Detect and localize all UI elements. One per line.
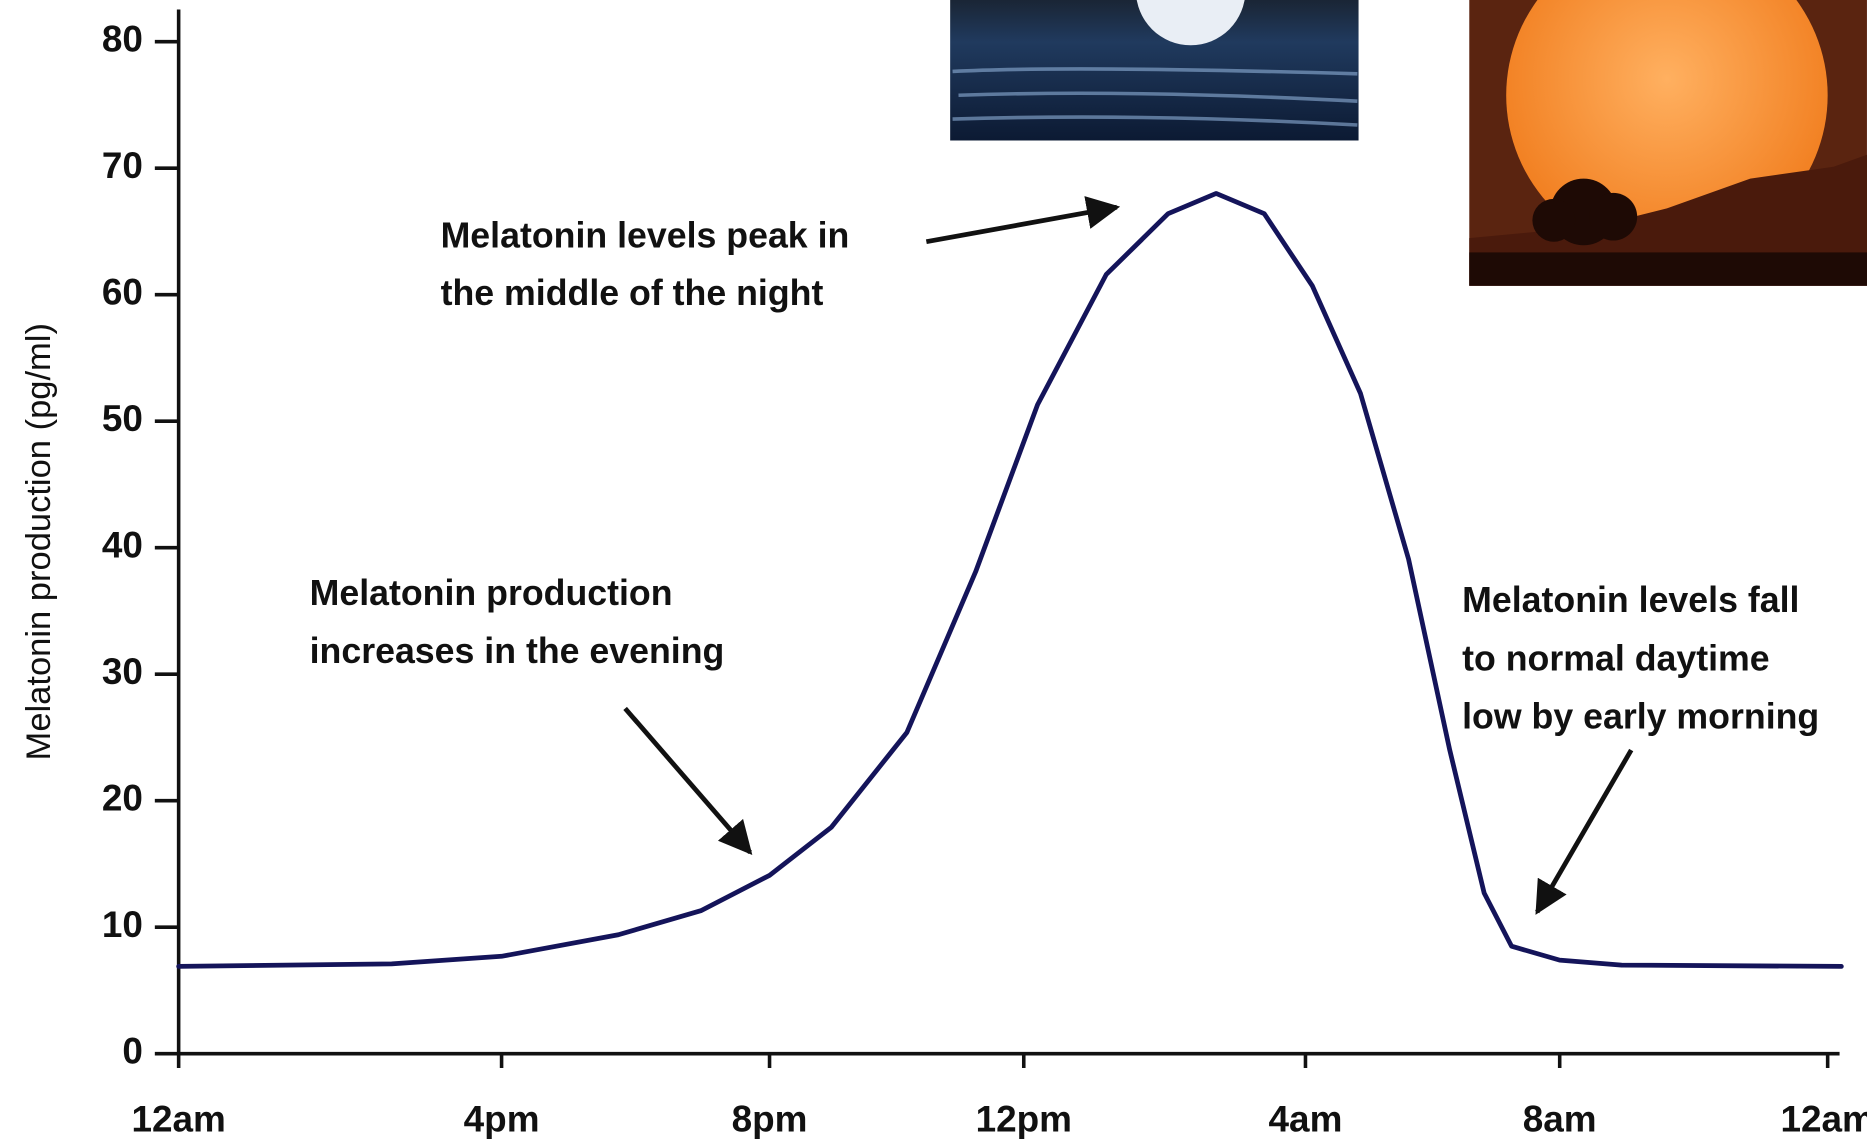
annotation-text: Melatonin levels fall	[1462, 580, 1799, 620]
x-tick-label: 12pm	[976, 1098, 1072, 1139]
annotation-text: Melatonin production	[310, 573, 673, 613]
y-tick-label: 40	[102, 524, 143, 565]
y-tick-label: 70	[102, 145, 143, 186]
annotations: Melatonin levels peak in the middle of t…	[310, 207, 1820, 912]
annotation-text: the middle of the night	[441, 273, 824, 313]
y-tick-label: 0	[122, 1030, 143, 1071]
sunset-photo	[1469, 0, 1867, 286]
x-tick-label: 8pm	[732, 1098, 808, 1139]
x-tick-label: 4am	[1269, 1098, 1343, 1139]
y-tick-label: 60	[102, 271, 143, 312]
x-tick-label: 4pm	[464, 1098, 540, 1139]
annotation-text: Melatonin levels peak in	[441, 216, 850, 256]
y-tick-label: 10	[102, 904, 143, 945]
annotation-text: increases in the evening	[310, 631, 725, 671]
x-tick-label: 12am	[131, 1098, 225, 1139]
x-tick-label: 12am	[1780, 1098, 1867, 1139]
y-tick-label: 20	[102, 777, 143, 818]
moon-photo	[950, 0, 1358, 140]
y-tick-label: 50	[102, 398, 143, 439]
arrow	[926, 207, 1116, 242]
annotation-text: to normal daytime	[1462, 638, 1770, 678]
y-axis-label: Melatonin production (pg/ml)	[20, 323, 58, 760]
chart: Melatonin levels peak in the middle of t…	[0, 0, 1867, 1143]
x-tick-label: 8am	[1523, 1098, 1597, 1139]
y-tick-label: 80	[102, 18, 143, 59]
arrow	[1537, 750, 1631, 912]
y-tick-label: 30	[102, 651, 143, 692]
arrow	[625, 708, 750, 852]
annotation-text: low by early morning	[1462, 697, 1819, 737]
page: Melatonin levels peak in the middle of t…	[0, 0, 1867, 1143]
